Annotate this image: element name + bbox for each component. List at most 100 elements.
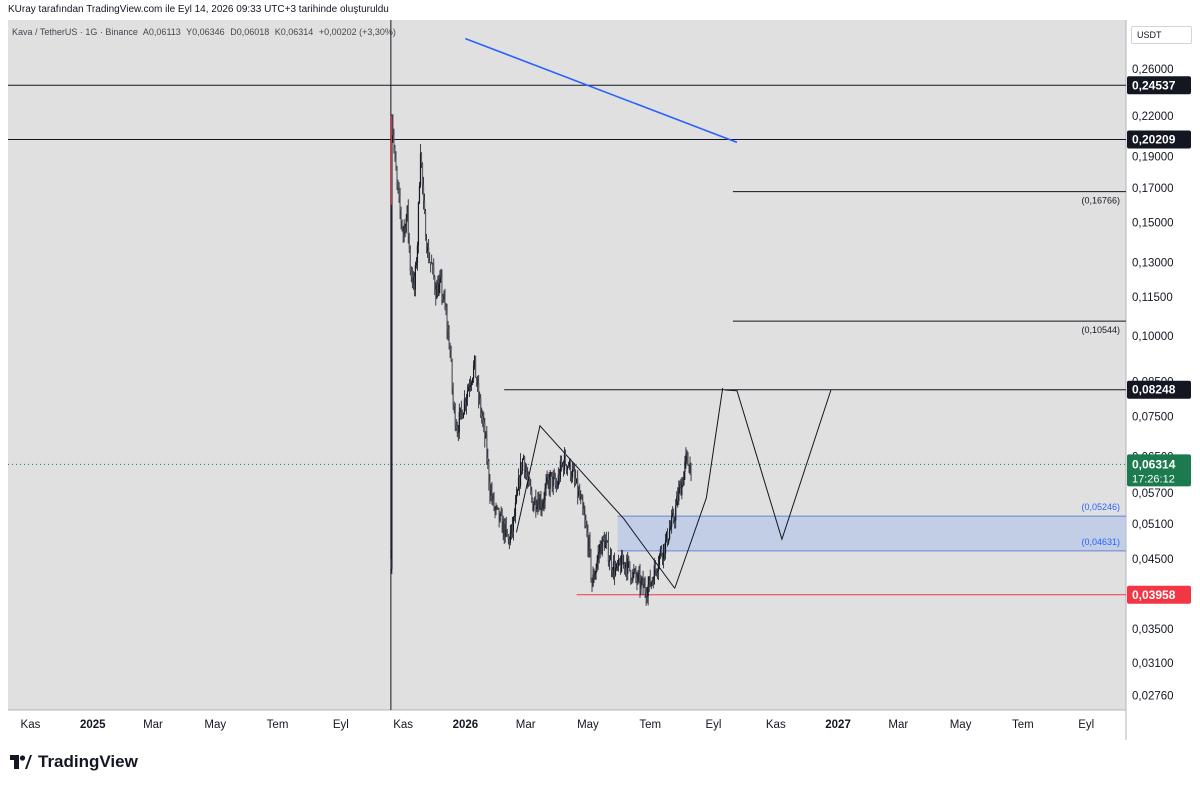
candle-body (529, 478, 531, 486)
candle-body (657, 565, 659, 572)
candle-body (521, 459, 524, 472)
candle-body (466, 390, 469, 399)
close-value: K0,06314 (274, 27, 314, 37)
x-tick-label: Kas (766, 719, 786, 731)
candle-body (628, 558, 630, 562)
candle-body (418, 185, 421, 203)
candle-body (585, 519, 587, 527)
level-badge (1127, 380, 1191, 399)
candle-body (546, 477, 548, 482)
candle-body (489, 482, 491, 496)
candle-body (452, 388, 454, 405)
x-tick-label: Tem (267, 719, 289, 731)
candle-body (562, 463, 565, 471)
open-value: A0,06113 (142, 27, 181, 37)
candle-body (620, 563, 622, 572)
candle-body (630, 570, 632, 580)
candle-body (661, 554, 664, 560)
price-chart[interactable]: 0,26000 0,22000 0,19000 0,17000 0,15000 0,130… (8, 20, 1192, 740)
candle-body (627, 558, 629, 574)
candle-body (641, 578, 643, 581)
target-line-label: (0,16766) (1081, 196, 1120, 206)
candle-body (455, 425, 457, 428)
candle-body (454, 405, 456, 426)
candle-body (534, 497, 536, 505)
level-badge (1127, 585, 1191, 604)
candle-body (575, 478, 577, 483)
candle-body (680, 484, 682, 496)
candle-body (530, 485, 532, 491)
symbol-name[interactable]: Kava / TetherUS · 1G · Binance (12, 27, 138, 37)
candle-body (667, 538, 670, 544)
candle-body (442, 296, 444, 300)
candle-body (674, 520, 676, 522)
candle-body (457, 432, 459, 434)
candle-body (414, 265, 416, 290)
candle-body (448, 331, 450, 349)
candle-body (453, 404, 455, 406)
brand[interactable]: TradingView (10, 752, 138, 772)
x-tick-label: May (577, 719, 599, 731)
candle-body (601, 537, 603, 555)
y-tick-label: 0,15000 (1132, 218, 1174, 230)
candle-body (662, 544, 665, 560)
candle-body (681, 481, 683, 496)
candle-body (441, 276, 443, 297)
candle-body (494, 508, 496, 510)
candle-body (579, 491, 581, 499)
candle-body (393, 135, 395, 148)
candle-body (485, 434, 487, 439)
current-price-badge (1127, 454, 1191, 487)
candle-body (573, 469, 575, 471)
chart-frame[interactable]: 0,26000 0,22000 0,19000 0,17000 0,15000 0,130… (8, 20, 1192, 740)
candle-body (469, 385, 472, 387)
candle-body (659, 548, 662, 555)
candle-body (547, 477, 549, 481)
candle-body (605, 540, 607, 542)
candle-body (524, 456, 526, 473)
candle-body (669, 529, 671, 539)
candle-body (419, 153, 422, 186)
candle-body (583, 508, 585, 515)
candle-body (435, 289, 437, 299)
candle-body (420, 153, 423, 164)
candle-body (515, 495, 518, 503)
candle-body (456, 427, 458, 433)
candle-body (594, 573, 596, 579)
candle-body (412, 277, 414, 284)
candle-body (553, 476, 555, 478)
x-tick-label: Mar (516, 719, 536, 731)
candle-body (638, 573, 640, 575)
x-tick-label: 2027 (825, 719, 851, 731)
candle-body (690, 462, 692, 475)
candle-body (402, 228, 404, 234)
candle-body (596, 560, 598, 568)
candle-body (525, 470, 527, 473)
time-axis (8, 710, 1126, 740)
x-tick-label: May (204, 719, 226, 731)
y-tick-label: 0,13000 (1132, 258, 1174, 270)
candle-body (434, 277, 436, 290)
candle-body (676, 496, 678, 506)
candle-body (422, 185, 425, 201)
candle-body (540, 498, 542, 509)
x-tick-label: Kas (393, 719, 413, 731)
candle-body (495, 506, 497, 509)
candle-body (526, 470, 528, 477)
level-badge-label: 0,24537 (1132, 78, 1176, 92)
candle-body (603, 539, 605, 549)
candle-body (421, 163, 424, 186)
candle-body (633, 571, 635, 573)
candle-body (492, 495, 494, 500)
candle-body (649, 576, 651, 587)
candle-body (678, 488, 680, 502)
candle-body (687, 455, 689, 466)
y-tick-label: 0,26000 (1132, 64, 1174, 76)
candle-body (426, 239, 428, 252)
candle-body (584, 514, 586, 520)
currency-selector[interactable]: USDT (1131, 26, 1192, 44)
candle-body (436, 284, 438, 299)
candle-body (411, 275, 413, 284)
candle-body (511, 524, 513, 532)
candle-body (498, 508, 500, 521)
